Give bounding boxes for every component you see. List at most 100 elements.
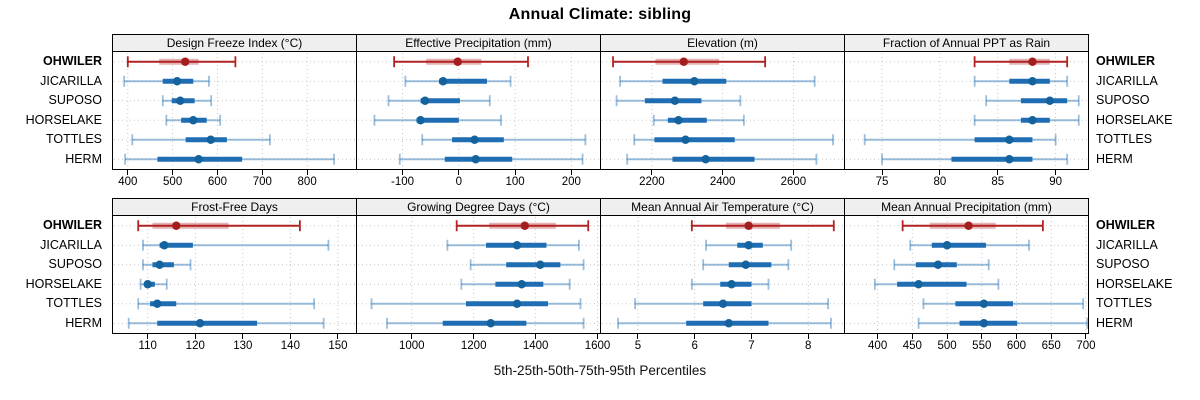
whisker-jicarilla bbox=[404, 75, 512, 87]
axis-tick-label: 1000 bbox=[398, 340, 425, 352]
axis-tick-label: 1600 bbox=[584, 340, 611, 352]
median-dot bbox=[1028, 116, 1037, 125]
axis-tick bbox=[242, 334, 244, 339]
axis-tick-label: 700 bbox=[252, 176, 272, 188]
whisker-ohwiler bbox=[126, 56, 237, 68]
axis-tick-label: 7 bbox=[748, 340, 755, 352]
strip-effective-precipitation-mm: Effective Precipitation (mm) bbox=[356, 34, 601, 52]
median-dot bbox=[674, 116, 683, 125]
axis-tick bbox=[514, 170, 516, 175]
axis-tick bbox=[946, 334, 948, 339]
median-dot bbox=[1005, 135, 1014, 144]
axis-effective-precipitation-mm: -100 0 100 200 bbox=[356, 170, 601, 197]
axis-tick bbox=[261, 170, 263, 175]
whisker-horselake bbox=[973, 114, 1080, 126]
station-label-ohwiler: OHWILER bbox=[42, 54, 102, 69]
whisker-herm bbox=[626, 153, 818, 165]
station-label-ohwiler: OHWILER bbox=[1096, 54, 1156, 69]
panel-plot bbox=[114, 217, 355, 332]
median-dot bbox=[942, 241, 952, 250]
whisker-suposo bbox=[615, 95, 742, 107]
plot-area-fraction-of-annual-ppt-as-rain bbox=[844, 51, 1089, 170]
axis-tick-label: 200 bbox=[561, 176, 581, 188]
station-label-tottles: TOTTLES bbox=[1096, 296, 1153, 311]
station-label-horselake: HORSELAKE bbox=[1096, 276, 1173, 291]
axis-tick-label: 650 bbox=[1041, 340, 1061, 352]
median-dot bbox=[517, 280, 526, 289]
axis-tick-label: 400 bbox=[868, 340, 888, 352]
axis-tick bbox=[535, 334, 537, 339]
axis-tick bbox=[570, 170, 572, 175]
axis-tick-label: 0 bbox=[455, 176, 463, 188]
axis-tick bbox=[881, 170, 883, 175]
panel-plot bbox=[114, 53, 355, 168]
whisker-tottles bbox=[370, 298, 582, 310]
whisker-jicarilla bbox=[619, 75, 816, 87]
axis-tick-label: 2400 bbox=[709, 176, 736, 188]
axis-tick bbox=[1050, 334, 1052, 339]
median-dot bbox=[1045, 96, 1055, 105]
station-label-jicarilla: JICARILLA bbox=[1096, 73, 1158, 88]
whisker-jicarilla bbox=[142, 239, 330, 251]
station-label-tottles: TOTTLES bbox=[45, 132, 102, 147]
median-dot bbox=[438, 77, 448, 86]
panel-row-bottom: OHWILER JICARILLA SUPOSO HORSELAKE TOTTLES HE… bbox=[0, 198, 1200, 362]
whisker-suposo bbox=[387, 95, 491, 107]
axis-tick bbox=[402, 170, 404, 175]
whisker-jicarilla bbox=[705, 239, 793, 251]
whisker-ohwiler bbox=[901, 220, 1044, 232]
axis-tick-label: 90 bbox=[1049, 176, 1062, 188]
axis-tick-label: 400 bbox=[118, 176, 138, 188]
strip-growing-degree-days-c: Growing Degree Days (°C) bbox=[356, 198, 601, 216]
whisker-tottles bbox=[634, 298, 830, 310]
whisker-horselake bbox=[873, 278, 1000, 290]
median-dot bbox=[195, 319, 205, 328]
station-label-suposo: SUPOSO bbox=[48, 257, 103, 272]
axis-tick-label: 2600 bbox=[780, 176, 807, 188]
panel-plot bbox=[358, 217, 599, 332]
axis-tick bbox=[127, 170, 129, 175]
whisker-horselake bbox=[139, 278, 168, 290]
station-label-tottles: TOTTLES bbox=[45, 296, 102, 311]
whisker-ohwiler bbox=[455, 220, 590, 232]
panels-row-1: Frost-Free Days 110 120 130 140 150 Growing De… bbox=[112, 198, 1096, 361]
station-label-suposo: SUPOSO bbox=[48, 93, 103, 108]
median-dot bbox=[143, 280, 152, 289]
panel-plot bbox=[602, 53, 843, 168]
axis-mean-annual-precipitation-mm: 400 450 500 550 600 650 700 bbox=[844, 334, 1096, 361]
median-dot bbox=[536, 260, 545, 269]
whisker-jicarilla bbox=[973, 75, 1069, 87]
chart-title: Annual Climate: sibling bbox=[508, 6, 692, 23]
whisker-ohwiler bbox=[393, 56, 529, 68]
axis-tick bbox=[1055, 170, 1057, 175]
axis-tick bbox=[694, 334, 696, 339]
plot-area-growing-degree-days-c bbox=[356, 215, 601, 334]
whisker-suposo bbox=[142, 259, 192, 271]
station-label-herm: HERM bbox=[65, 315, 102, 330]
station-labels-right: OHWILER JICARILLA SUPOSO HORSELAKE TOTTLES HE… bbox=[1096, 51, 1200, 170]
station-label-herm: HERM bbox=[1096, 315, 1133, 330]
median-dot bbox=[416, 116, 425, 125]
axis-tick-label: 100 bbox=[505, 176, 525, 188]
axis-tick bbox=[147, 334, 149, 339]
plot-area-effective-precipitation-mm bbox=[356, 51, 601, 170]
panel-plot bbox=[602, 217, 843, 332]
median-dot bbox=[670, 96, 680, 105]
axis-tick-label: 450 bbox=[902, 340, 922, 352]
median-dot bbox=[701, 155, 710, 164]
whisker-tottles bbox=[863, 134, 1057, 146]
median-dot bbox=[741, 260, 750, 269]
whisker-tottles bbox=[137, 298, 316, 310]
whisker-tottles bbox=[633, 134, 834, 146]
axis-tick-label: 150 bbox=[328, 340, 348, 352]
axis-tick-label: 600 bbox=[1006, 340, 1027, 352]
station-labels-right: OHWILER JICARILLA SUPOSO HORSELAKE TOTTLES HE… bbox=[1096, 215, 1200, 334]
axis-tick bbox=[911, 334, 913, 339]
whisker-herm bbox=[917, 317, 1088, 329]
median-dot bbox=[979, 299, 989, 308]
panel-fraction-of-annual-ppt-as-rain: Fraction of Annual PPT as Rain 75 80 85 90 bbox=[844, 34, 1089, 197]
station-label-suposo: SUPOSO bbox=[1096, 257, 1150, 272]
plot-area-frost-free-days bbox=[112, 215, 357, 334]
whisker-ohwiler bbox=[690, 220, 835, 232]
whisker-horselake bbox=[460, 278, 571, 290]
